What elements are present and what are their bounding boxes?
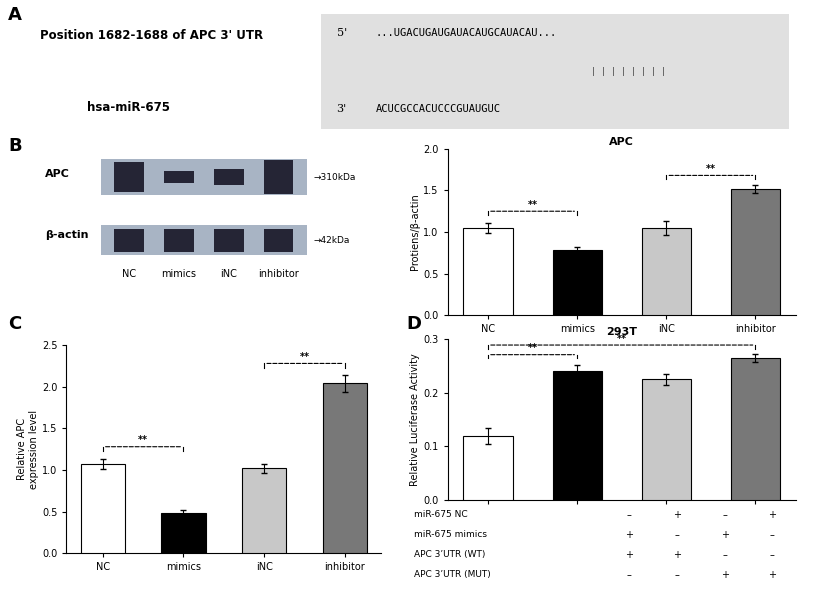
Text: –: – xyxy=(673,570,678,580)
Text: →42kDa: →42kDa xyxy=(313,236,349,245)
Bar xyxy=(164,171,194,183)
Bar xyxy=(101,159,306,195)
Bar xyxy=(214,228,243,252)
Text: **: ** xyxy=(527,200,537,210)
Text: –: – xyxy=(673,530,678,540)
Bar xyxy=(114,228,144,252)
Bar xyxy=(164,229,194,252)
Text: B: B xyxy=(8,137,22,155)
Bar xyxy=(552,371,601,500)
Text: **: ** xyxy=(527,343,537,353)
Text: | | | | | | | |: | | | | | | | | xyxy=(590,67,665,76)
Text: APC 3’UTR (WT): APC 3’UTR (WT) xyxy=(414,550,485,559)
Text: NC: NC xyxy=(122,269,137,278)
Text: –: – xyxy=(626,510,631,520)
Text: ...UGACUGAUGAUACAUGCAUACAU...: ...UGACUGAUGAUACAUGCAUACAU... xyxy=(375,29,556,38)
Bar xyxy=(101,226,306,255)
Bar xyxy=(463,228,512,315)
Bar xyxy=(263,228,293,252)
Text: +: + xyxy=(672,550,680,560)
Text: +: + xyxy=(720,530,728,540)
Text: ACUCGCCACUCCCGUAUGUC: ACUCGCCACUCCCGUAUGUC xyxy=(375,105,500,114)
Bar xyxy=(322,383,367,553)
FancyBboxPatch shape xyxy=(320,14,787,129)
Text: 5': 5' xyxy=(336,29,346,38)
Text: APC: APC xyxy=(45,169,70,178)
Bar xyxy=(80,464,125,553)
Text: mimics: mimics xyxy=(161,269,196,278)
Bar xyxy=(730,358,779,500)
Text: +: + xyxy=(768,510,775,520)
Text: A: A xyxy=(8,6,22,24)
Text: –: – xyxy=(626,570,631,580)
Text: APC 3’UTR (MUT): APC 3’UTR (MUT) xyxy=(414,570,490,580)
Text: –: – xyxy=(769,550,774,560)
Text: →310kDa: →310kDa xyxy=(313,173,355,181)
Text: **: ** xyxy=(705,164,715,174)
Title: APC: APC xyxy=(609,137,633,146)
Text: –: – xyxy=(721,550,726,560)
Text: hsa-miR-675: hsa-miR-675 xyxy=(87,101,170,114)
Text: C: C xyxy=(8,315,22,333)
Bar xyxy=(641,380,690,500)
Text: iNC: iNC xyxy=(220,269,237,278)
Y-axis label: Protiens/β-actin: Protiens/β-actin xyxy=(410,194,420,270)
Title: 293T: 293T xyxy=(605,327,637,337)
Text: miR-675 NC: miR-675 NC xyxy=(414,511,467,519)
Text: +: + xyxy=(672,510,680,520)
Bar xyxy=(214,169,243,186)
Text: +: + xyxy=(624,550,633,560)
Text: **: ** xyxy=(616,334,626,344)
Text: –: – xyxy=(769,530,774,540)
Bar xyxy=(114,162,144,192)
Text: Position 1682-1688 of APC 3' UTR: Position 1682-1688 of APC 3' UTR xyxy=(41,29,263,42)
Text: 3': 3' xyxy=(336,105,346,114)
Text: –: – xyxy=(721,510,726,520)
Y-axis label: Relative APC
expression level: Relative APC expression level xyxy=(17,410,39,488)
Text: miR-675 mimics: miR-675 mimics xyxy=(414,530,487,539)
Bar xyxy=(242,468,286,553)
Bar xyxy=(552,250,601,315)
Bar xyxy=(641,228,690,315)
Y-axis label: Relative Luciferase Activity: Relative Luciferase Activity xyxy=(410,353,420,486)
Text: +: + xyxy=(720,570,728,580)
Text: +: + xyxy=(768,570,775,580)
Bar xyxy=(463,436,512,500)
Bar xyxy=(161,513,205,553)
Text: β-actin: β-actin xyxy=(45,230,88,240)
Text: inhibitor: inhibitor xyxy=(258,269,299,278)
Text: **: ** xyxy=(299,352,309,362)
Text: +: + xyxy=(624,530,633,540)
Bar xyxy=(263,161,293,194)
Text: D: D xyxy=(406,315,421,333)
Bar xyxy=(730,189,779,315)
Text: **: ** xyxy=(138,435,148,445)
